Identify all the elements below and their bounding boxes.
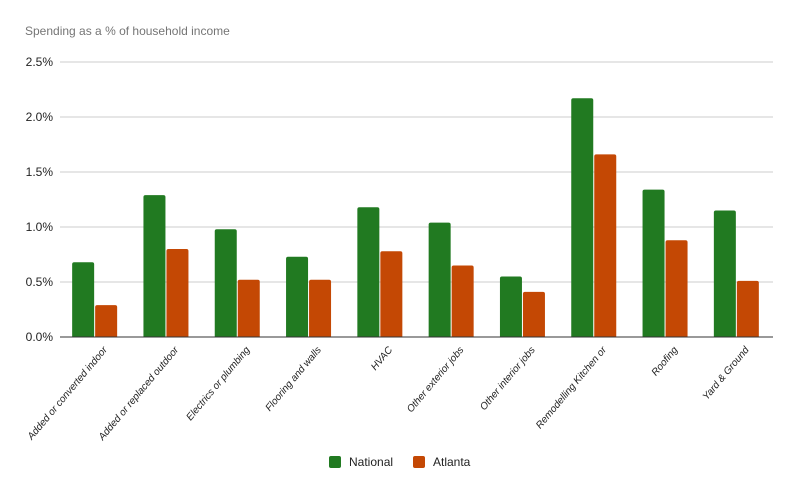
y-tick-label: 1.0% bbox=[26, 220, 54, 234]
y-tick-label: 0.0% bbox=[26, 330, 54, 344]
y-tick-label: 2.0% bbox=[26, 110, 54, 124]
bar-atlanta bbox=[166, 249, 189, 337]
x-tick-label: Added or converted indoor bbox=[25, 344, 110, 443]
x-tick-label: Roofing bbox=[650, 345, 681, 379]
y-tick-label: 2.5% bbox=[26, 55, 54, 69]
bar-atlanta bbox=[522, 291, 545, 337]
legend-swatch-national bbox=[329, 456, 341, 468]
bar-national bbox=[713, 210, 736, 337]
bar-atlanta bbox=[736, 280, 759, 337]
bar-atlanta bbox=[594, 154, 617, 337]
y-tick-label: 1.5% bbox=[26, 165, 54, 179]
bar-atlanta bbox=[380, 251, 403, 337]
x-tick-label: Other exterior jobs bbox=[405, 345, 466, 415]
bar-national bbox=[143, 195, 166, 337]
x-tick-label: Yard & Ground bbox=[701, 345, 752, 403]
legend-label-atlanta: Atlanta bbox=[433, 455, 471, 469]
bar-atlanta bbox=[665, 240, 688, 337]
x-tick-label: HVAC bbox=[369, 344, 395, 373]
bar-national bbox=[499, 276, 522, 337]
x-tick-label: Flooring and walls bbox=[264, 345, 324, 414]
bar-national bbox=[642, 189, 665, 337]
bar-national bbox=[286, 256, 309, 337]
legend-swatch-atlanta bbox=[413, 456, 425, 468]
legend-label-national: National bbox=[349, 455, 393, 469]
x-tick-label: Other interior jobs bbox=[478, 345, 538, 413]
bar-national bbox=[428, 222, 451, 337]
x-tick-label: Remodelling Kitchen or bbox=[534, 344, 609, 431]
bar-national bbox=[72, 262, 95, 337]
bar-atlanta bbox=[237, 279, 260, 337]
bar-atlanta bbox=[95, 305, 118, 337]
bar-national bbox=[357, 207, 380, 337]
chart-title: Spending as a % of household income bbox=[25, 24, 230, 38]
bar-national bbox=[214, 229, 237, 337]
bar-national bbox=[571, 98, 594, 337]
y-tick-label: 0.5% bbox=[26, 275, 54, 289]
bar-atlanta bbox=[451, 265, 474, 337]
x-tick-label: Added or replaced outdoor bbox=[96, 344, 182, 443]
x-tick-label: Electrics or plumbing bbox=[184, 345, 252, 424]
bar-atlanta bbox=[309, 279, 332, 337]
